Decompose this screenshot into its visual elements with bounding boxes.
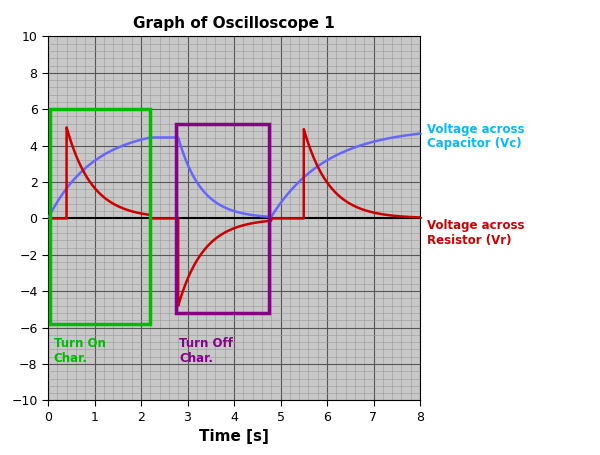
Text: Voltage across
Resistor (Vr): Voltage across Resistor (Vr): [420, 217, 524, 247]
Text: Turn Off
Char.: Turn Off Char.: [179, 337, 233, 365]
Text: Turn On
Char.: Turn On Char.: [53, 337, 106, 365]
X-axis label: Time [s]: Time [s]: [199, 430, 269, 445]
Text: Voltage across
Capacitor (Vc): Voltage across Capacitor (Vc): [420, 122, 524, 151]
Bar: [176, 124, 269, 313]
Bar: [50, 109, 151, 324]
Title: Graph of Oscilloscope 1: Graph of Oscilloscope 1: [133, 16, 335, 31]
